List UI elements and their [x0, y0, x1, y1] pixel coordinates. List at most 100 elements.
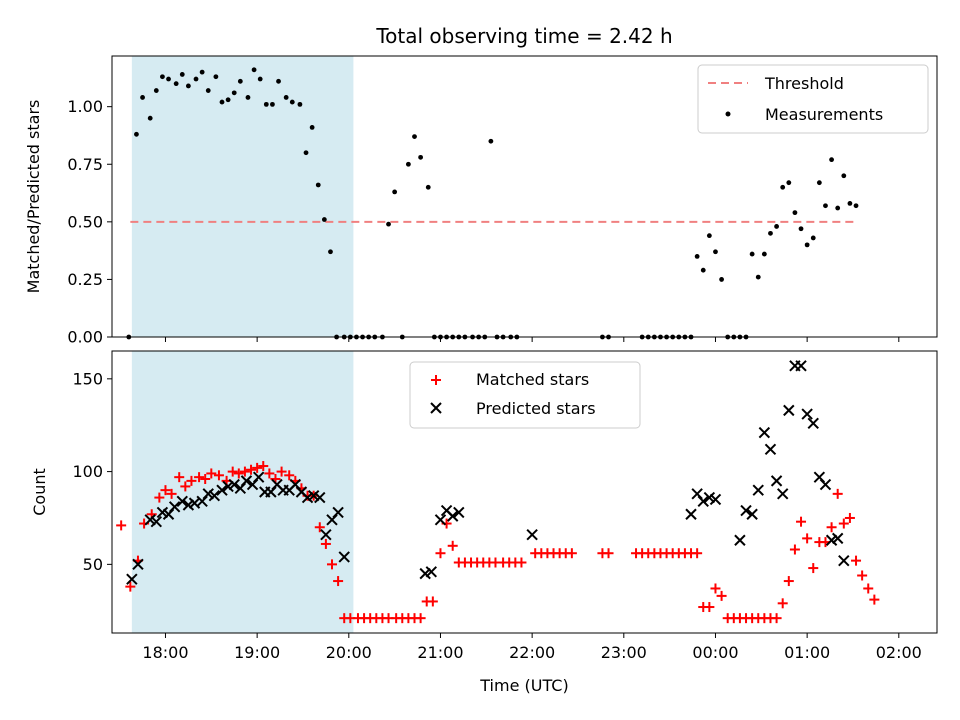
top-y-axis-label: Matched/Predicted stars [24, 100, 43, 294]
y-tick-label: 0.00 [67, 328, 103, 347]
matched-point [851, 555, 862, 566]
measurement-point [276, 78, 281, 84]
predicted-point [783, 404, 795, 417]
measurement-point [853, 203, 859, 209]
top-x-axis [164, 337, 900, 342]
measurement-point [245, 95, 251, 100]
predicted-point [752, 484, 764, 496]
predicted-point [770, 475, 783, 487]
matched-point [516, 557, 527, 568]
x-tick-label: 00:00 [692, 643, 738, 662]
y-tick-label: 1.00 [67, 97, 103, 116]
predicted-point [801, 408, 813, 420]
matched-point [206, 468, 217, 479]
matched-legend-swatch [431, 375, 441, 385]
measurement-point [213, 74, 219, 80]
measurement-point [193, 76, 199, 82]
matched-point [844, 512, 855, 523]
measurement-point [841, 173, 847, 179]
predicted-legend-label: Predicted stars [476, 399, 596, 418]
predicted-point [150, 515, 163, 528]
measurement-point [706, 233, 712, 239]
measurement-point [140, 95, 145, 100]
measurement-point [488, 138, 494, 144]
x-tick-label: 18:00 [142, 643, 188, 662]
bottom-x-axis: 18:00 19:00 20:00 21:00 22:00 23:00 00:00 01:00… [142, 633, 922, 662]
matched-point [194, 472, 205, 483]
matched-point [802, 533, 813, 544]
matched-point [314, 522, 325, 533]
matched-point [227, 466, 238, 477]
x-tick-label: 22:00 [509, 643, 555, 662]
matched-point [771, 613, 782, 624]
matched-point [863, 583, 874, 594]
measurement-point [823, 203, 828, 209]
measurement-point [289, 99, 295, 105]
top-title: Total observing time = 2.42 h [375, 24, 672, 48]
measurement-point [798, 226, 804, 232]
predicted-point [338, 551, 350, 563]
predicted-point [228, 478, 240, 491]
predicted-point [740, 504, 752, 517]
y-tick-label: 0.25 [67, 270, 103, 289]
measurement-point [700, 267, 706, 273]
matched-point [692, 548, 703, 559]
measurement-point [810, 235, 816, 241]
bottom-x-axis-label: Time (UTC) [479, 676, 568, 695]
measurement-point [263, 101, 269, 107]
bottom-y-axis: 50 100 150 [72, 369, 112, 574]
matched-point [716, 590, 727, 601]
measurement-point [160, 74, 165, 80]
predicted-point [446, 510, 459, 522]
top-shaded-span [131, 56, 354, 337]
predicted-point [685, 508, 697, 520]
predicted-point [734, 534, 746, 546]
predicted-point [453, 506, 465, 519]
matched-point [333, 576, 344, 587]
bottom-plot-frame [111, 350, 938, 634]
predicted-point [216, 484, 228, 496]
x-tick-label: 19:00 [234, 643, 280, 662]
measurement-point [719, 277, 724, 282]
predicted-point [746, 508, 758, 520]
matched-point [415, 613, 426, 624]
measurements-series [126, 67, 859, 340]
measurement-point [786, 180, 792, 186]
matched-point [166, 488, 177, 499]
measurement-point [847, 201, 853, 206]
measurement-point [283, 95, 289, 100]
matched-point [566, 548, 577, 559]
measurement-point [835, 205, 841, 211]
top-legend-box [697, 64, 929, 134]
measurement-point [804, 242, 810, 248]
top-panel: 0.00 0.25 0.50 0.75 1.00 Total observing tim… [24, 24, 938, 347]
y-tick-label: 100 [72, 462, 103, 481]
measurement-point [418, 154, 424, 160]
measurement-point [134, 131, 139, 137]
matched-point [435, 548, 446, 559]
matched-point [174, 472, 185, 483]
predicted-point [838, 554, 850, 567]
predicted-point [807, 417, 819, 430]
measurement-point [166, 76, 171, 82]
matched-point [258, 461, 269, 472]
bottom-y-axis-label: Count [30, 468, 49, 516]
x-tick-label: 01:00 [784, 643, 830, 662]
matched-point [789, 544, 800, 555]
matched-point [832, 488, 843, 499]
matched-point [427, 596, 438, 607]
predicted-point [208, 490, 221, 502]
predicted-point [758, 426, 771, 439]
matched-point [808, 563, 819, 574]
bottom-panel: 50 100 150 18:00 19:00 20:00 21:00 22:00 23:00 0… [30, 350, 938, 695]
predicted-point [126, 573, 138, 585]
measurement-point [297, 101, 303, 107]
matched-point [213, 470, 224, 481]
matched-point [200, 474, 211, 485]
matched-point [327, 559, 337, 570]
matched-point [252, 462, 263, 473]
measurement-point [173, 81, 179, 87]
measurements-legend-swatch [725, 111, 731, 117]
measurement-point [768, 230, 773, 236]
matched-point [603, 548, 614, 559]
